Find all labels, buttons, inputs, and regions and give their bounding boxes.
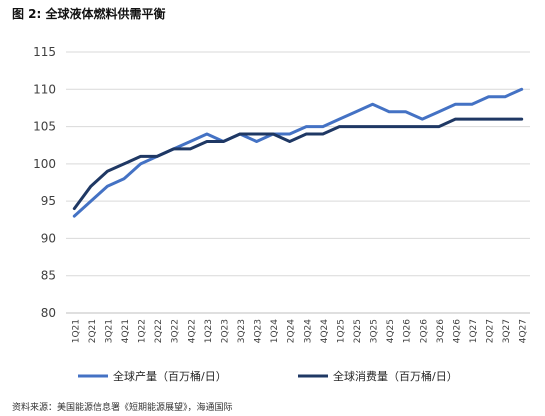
y-tick-label: 105 [33, 120, 56, 134]
chart-area: 80 85 90 95 100 105 110 115 1Q21 2Q21 3Q21 4Q21 1Q2… [0, 32, 545, 404]
y-axis-ticks: 80 85 90 95 100 105 110 115 [33, 45, 56, 320]
y-tick-label: 110 [33, 82, 56, 96]
x-axis-ticks: 1Q21 2Q21 3Q21 4Q21 1Q22 2Q22 3Q22 4Q22 1Q23 2Q23… [71, 319, 528, 344]
source-note: 资料来源：美国能源信息署《短期能源展望》，海通国际 [12, 403, 233, 413]
y-tick-label: 115 [33, 45, 56, 59]
x-tick-label: 2Q25 [353, 319, 363, 343]
x-tick-label: 2Q22 [154, 319, 164, 343]
x-tick-label: 3Q22 [171, 319, 181, 343]
x-tick-label: 3Q21 [104, 319, 114, 343]
gridlines [66, 51, 530, 314]
legend-label: 全球产量（百万桶/日） [113, 369, 227, 383]
x-tick-label: 3Q26 [436, 319, 446, 344]
y-tick-label: 90 [41, 231, 56, 245]
x-tick-label: 2Q26 [419, 319, 429, 344]
y-tick-label: 95 [41, 194, 56, 208]
x-tick-label: 4Q25 [386, 319, 396, 343]
x-tick-label: 4Q24 [320, 319, 330, 344]
x-tick-label: 3Q24 [303, 319, 313, 344]
y-tick-label: 85 [41, 269, 56, 283]
x-tick-label: 2Q23 [220, 319, 230, 343]
series-lines [72, 87, 524, 218]
x-tick-label: 1Q27 [469, 319, 479, 343]
x-tick-label: 1Q23 [204, 319, 214, 343]
x-tick-label: 4Q27 [519, 319, 529, 343]
x-tick-label: 3Q25 [370, 319, 380, 343]
x-tick-label: 1Q21 [71, 319, 81, 343]
legend-label: 全球消费量（百万桶/日） [333, 369, 458, 383]
production-series-line [72, 87, 524, 218]
y-tick-label: 100 [33, 157, 56, 171]
x-tick-label: 2Q27 [486, 319, 496, 343]
x-tick-label: 1Q26 [403, 319, 413, 344]
x-tick-label: 1Q22 [138, 319, 148, 343]
x-tick-label: 2Q21 [88, 319, 98, 343]
x-tick-label: 4Q26 [452, 319, 462, 344]
x-tick-label: 1Q25 [336, 319, 346, 343]
x-tick-label: 4Q22 [187, 319, 197, 343]
x-tick-label: 4Q21 [121, 319, 131, 343]
figure-title: 图 2: 全球液体燃料供需平衡 [12, 7, 166, 21]
y-tick-label: 80 [41, 306, 56, 320]
legend: 全球产量（百万桶/日） 全球消费量（百万桶/日） [78, 369, 458, 383]
x-tick-label: 2Q24 [287, 319, 297, 344]
x-tick-label: 3Q27 [502, 319, 512, 343]
x-tick-label: 1Q24 [270, 319, 280, 344]
x-tick-label: 3Q23 [237, 319, 247, 343]
x-tick-label: 4Q23 [254, 319, 264, 343]
consumption-series-line [72, 117, 524, 211]
